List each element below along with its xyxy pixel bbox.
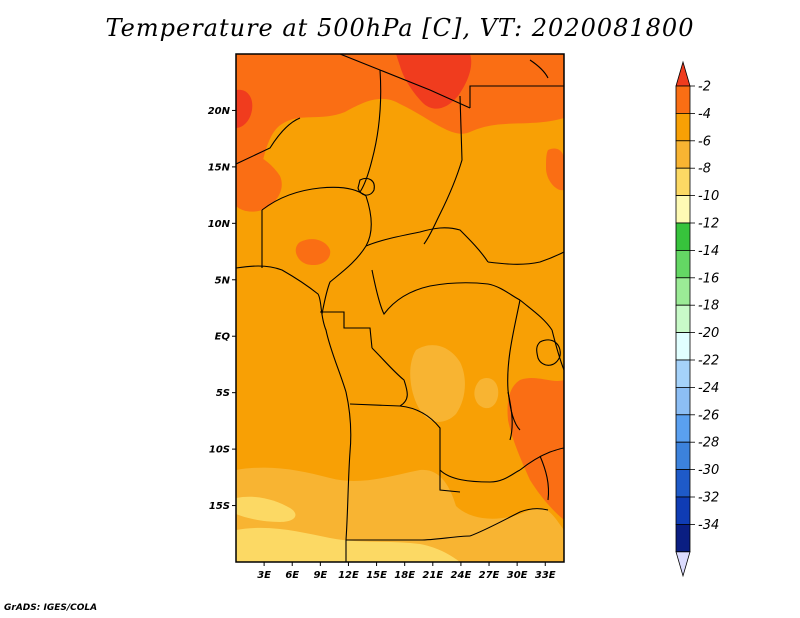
border-zambia-zimbabwe — [469, 508, 549, 537]
border-kenya-tanzania — [551, 329, 564, 371]
y-tick-label: 10N — [208, 219, 231, 230]
colorbar-label: -20 — [698, 326, 719, 341]
field-region-m8-m10-south — [236, 527, 460, 562]
border-chad-car — [365, 227, 489, 263]
border-angola-namibia — [346, 535, 471, 541]
field-region-m2-m4-east — [507, 378, 564, 520]
y-tick-label: 5N — [215, 275, 231, 286]
colorbar-swatch — [675, 195, 691, 224]
nile-coast-north — [529, 59, 549, 79]
y-tick-label: 5S — [216, 388, 230, 399]
colorbar-label: -10 — [698, 189, 719, 204]
lake-malawi — [539, 455, 550, 501]
border-congo-drc — [371, 347, 408, 407]
colorbar-swatch — [675, 222, 691, 251]
border-nigeria-cameroon — [321, 195, 372, 315]
colorbar-label: -28 — [698, 436, 719, 451]
border-angola-zambia — [439, 470, 461, 493]
colorbar-label: -8 — [698, 162, 711, 177]
grads-credit: GrADS: IGES/COLA — [4, 603, 98, 613]
plot-frame — [235, 53, 565, 563]
x-tick-label: 18E — [394, 570, 415, 581]
x-tick-label: 3E — [257, 570, 271, 581]
map-axes: 20N 15N 10N 5N EQ 5S 10S 15S 3E 6E 9E 12E 15E 18E 21E 2… — [208, 106, 556, 581]
colorbar-label: -30 — [698, 463, 719, 478]
map-title: Temperature at 500hPa [C], VT: 202008180… — [105, 14, 695, 42]
colorbar-swatch — [675, 113, 691, 142]
field-region-m2-m4-west — [236, 150, 282, 212]
colorbar-swatch — [675, 249, 691, 279]
colorbar-label: -12 — [698, 217, 719, 232]
lake-chad — [357, 177, 375, 196]
colorbar-swatch — [675, 304, 691, 334]
colorbar-label: -24 — [698, 381, 719, 396]
colorbar-label: -18 — [698, 299, 719, 314]
field-region-m2-m4-north — [236, 54, 564, 196]
border-egypt-sudan — [469, 85, 564, 108]
x-tick-label: 24E — [451, 570, 472, 581]
border-algeria-mali — [236, 117, 301, 165]
y-tick-label: 15N — [208, 162, 231, 173]
colorbar-swatch — [675, 441, 691, 471]
colorbar-swatch — [675, 524, 691, 553]
x-tick-label: 33E — [535, 570, 556, 581]
colorbar-label: -26 — [698, 408, 719, 423]
border-sudan-south-sudan — [487, 251, 564, 265]
x-tick-label: 9E — [313, 570, 327, 581]
colorbar-label: -22 — [698, 354, 719, 369]
lake-tanganyika — [507, 391, 513, 441]
colorbar-swatch — [675, 85, 691, 114]
field-region-above-m2 — [396, 54, 472, 109]
border-drc-tanzania — [507, 299, 521, 431]
x-tick-label: 30E — [507, 570, 528, 581]
colorbar-label: -32 — [698, 491, 719, 506]
colorbar-label: -2 — [698, 80, 711, 95]
colorbar-swatch — [675, 140, 691, 169]
colorbar-swatch — [675, 277, 691, 306]
border-congo-gabon — [320, 311, 373, 349]
colorbar-swatch — [675, 167, 691, 196]
colorbar-top-triangle — [675, 60, 691, 87]
x-tick-label: 21E — [422, 570, 443, 581]
colorbar-swatch — [675, 496, 691, 525]
colorbar-swatch — [675, 359, 691, 388]
border-drc-angola — [349, 403, 521, 483]
colorbar-label: -4 — [698, 107, 711, 122]
border-chad-sudan — [423, 95, 463, 245]
colorbar-label: -34 — [698, 518, 719, 533]
country-borders — [236, 54, 564, 562]
border-south-sudan-uganda — [519, 299, 553, 331]
y-tick-label: 20N — [208, 106, 231, 117]
colorbar-bottom-triangle — [675, 551, 691, 578]
temperature-field — [236, 54, 564, 562]
y-tick-label: 15S — [209, 501, 230, 512]
y-tick-label: EQ — [215, 332, 231, 343]
y-tick-label: 10S — [209, 445, 230, 456]
colorbar: -2 -4 -6 -8 -10 -12 -14 -16 -18 -20 -22 -24 -26 -28 -3… — [675, 60, 719, 578]
field-region-m8-m10-southwest — [236, 496, 296, 522]
x-tick-label: 6E — [285, 570, 299, 581]
field-region-above-m2-west — [236, 89, 253, 128]
colorbar-swatch — [675, 469, 691, 498]
colorbar-swatch — [675, 386, 691, 416]
colorbar-swatch — [675, 332, 691, 361]
x-tick-label: 12E — [338, 570, 359, 581]
colorbar-swatch — [675, 414, 691, 443]
colorbar-label: -16 — [698, 271, 719, 286]
colorbar-label: -6 — [698, 134, 711, 149]
border-niger-nigeria — [261, 186, 367, 211]
field-region-m2-m4-spot — [295, 239, 331, 266]
field-region-m2-m4-east-north — [546, 148, 564, 191]
colorbar-label: -14 — [698, 244, 719, 259]
border-niger-chad — [359, 69, 382, 193]
field-region-m6-m8-central — [410, 345, 465, 422]
x-tick-label: 27E — [479, 570, 500, 581]
field-region-m6-m8-central-2 — [474, 377, 499, 409]
x-tick-label: 15E — [366, 570, 387, 581]
border-car-drc — [371, 269, 521, 316]
border-tanzania-zambia — [519, 447, 564, 471]
coastline-west-africa — [236, 265, 352, 562]
lake-victoria — [536, 339, 561, 366]
